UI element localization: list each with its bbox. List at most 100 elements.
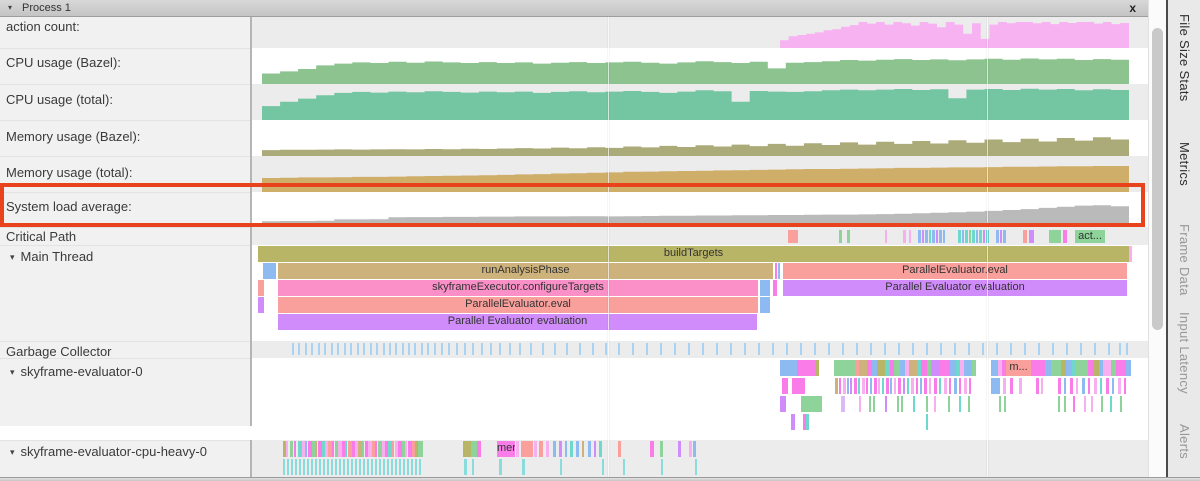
trace-event-bar[interactable] — [298, 441, 302, 457]
gc-event-bar[interactable] — [786, 343, 788, 355]
gc-event-bar[interactable] — [660, 343, 662, 355]
trace-event-bar[interactable] — [954, 378, 957, 394]
trace-event-bar[interactable] — [299, 459, 301, 475]
trace-event-bar[interactable] — [302, 441, 305, 457]
trace-event-bar[interactable] — [958, 230, 961, 243]
trace-event-bar-parallel-evaluator-evaluation[interactable]: Parallel Evaluator evaluation — [783, 280, 1127, 296]
gc-event-bar[interactable] — [1024, 343, 1026, 355]
trace-event-bar[interactable] — [1111, 360, 1116, 376]
trace-event-bar[interactable] — [1003, 378, 1006, 394]
trace-event-bar[interactable] — [1120, 396, 1122, 412]
trace-event-bar[interactable] — [343, 459, 345, 475]
trace-event-bar[interactable] — [1093, 360, 1099, 376]
trace-event-bar[interactable] — [916, 378, 918, 394]
gc-event-bar[interactable] — [490, 343, 492, 355]
trace-event-bar[interactable] — [379, 459, 381, 475]
trace-event-bar[interactable] — [792, 378, 805, 394]
trace-event-bar[interactable] — [773, 280, 777, 296]
gc-event-bar[interactable] — [912, 343, 914, 355]
trace-event-bar[interactable] — [327, 459, 329, 475]
trace-event-bar[interactable] — [775, 263, 777, 279]
gc-event-bar[interactable] — [1066, 343, 1068, 355]
trace-event-bar[interactable] — [929, 378, 931, 394]
collapse-icon-skyframe-evaluator-0[interactable]: ▾ — [10, 367, 15, 377]
gc-event-bar[interactable] — [421, 343, 423, 355]
trace-event-bar[interactable] — [913, 396, 915, 412]
trace-event-bar[interactable] — [905, 360, 909, 376]
gc-event-bar[interactable] — [940, 343, 942, 355]
trace-event-bar[interactable] — [921, 360, 927, 376]
trace-event-bar[interactable] — [991, 360, 998, 376]
trace-event-bar[interactable] — [594, 441, 596, 457]
trace-event-bar[interactable] — [355, 441, 358, 457]
trace-event-bar[interactable] — [576, 441, 579, 457]
trace-event-bar[interactable] — [996, 230, 999, 243]
trace-event-bar[interactable] — [339, 459, 341, 475]
gc-event-bar[interactable] — [414, 343, 416, 355]
trace-event-bar[interactable] — [841, 396, 845, 412]
trace-event-bar[interactable] — [258, 297, 264, 313]
trace-event-bar[interactable] — [415, 459, 417, 475]
vertical-scrollbar-thumb[interactable] — [1152, 28, 1163, 330]
gc-event-bar[interactable] — [292, 343, 294, 355]
trace-event-bar[interactable] — [325, 441, 328, 457]
trace-event-bar[interactable] — [570, 441, 573, 457]
trace-event-bar[interactable] — [890, 378, 892, 394]
trace-event-bar[interactable] — [1100, 378, 1102, 394]
trace-event-bar[interactable] — [839, 230, 842, 243]
trace-event-bar[interactable] — [295, 459, 297, 475]
trace-event-bar[interactable] — [348, 441, 352, 457]
trace-event-bar[interactable] — [650, 441, 654, 457]
trace-event-bar[interactable] — [1029, 230, 1034, 243]
gc-event-bar[interactable] — [632, 343, 634, 355]
trace-event-bar[interactable] — [801, 396, 822, 412]
trace-event-bar[interactable] — [934, 378, 937, 394]
trace-event-bar[interactable] — [962, 230, 964, 243]
counter-chart-cpu-usage-bazel[interactable] — [258, 48, 1129, 84]
trace-event-bar[interactable] — [322, 441, 325, 457]
gc-event-bar[interactable] — [311, 343, 313, 355]
trace-event-bar[interactable] — [359, 459, 361, 475]
trace-event-bar[interactable] — [872, 360, 877, 376]
gc-event-bar[interactable] — [344, 343, 346, 355]
trace-event-bar[interactable] — [976, 230, 978, 243]
trace-event-bar[interactable] — [926, 396, 928, 412]
trace-event-bar[interactable] — [358, 441, 362, 457]
trace-event-bar[interactable] — [408, 441, 412, 457]
trace-event-bar[interactable] — [907, 378, 909, 394]
trace-event-bar[interactable] — [464, 459, 467, 475]
gc-event-bar[interactable] — [688, 343, 690, 355]
trace-event-bar[interactable] — [847, 378, 849, 394]
trace-event-bar[interactable] — [969, 230, 971, 243]
gc-event-bar[interactable] — [554, 343, 556, 355]
gc-event-bar[interactable] — [434, 343, 436, 355]
trace-event-bar[interactable] — [843, 378, 846, 394]
trace-event-bar[interactable] — [689, 441, 692, 457]
gc-event-bar[interactable] — [509, 343, 511, 355]
trace-event-bar[interactable] — [780, 360, 797, 376]
gc-event-bar[interactable] — [402, 343, 404, 355]
gc-event-bar[interactable] — [968, 343, 970, 355]
trace-event-bar[interactable] — [878, 378, 880, 394]
gc-event-bar[interactable] — [427, 343, 429, 355]
gc-event-bar[interactable] — [389, 343, 391, 355]
trace-event-bar[interactable] — [1036, 378, 1039, 394]
trace-event-bar[interactable] — [1072, 360, 1076, 376]
gc-event-bar[interactable] — [331, 343, 333, 355]
trace-event-bar[interactable] — [949, 378, 951, 394]
trace-event-bar[interactable] — [477, 441, 481, 457]
trace-event-bar[interactable] — [559, 441, 562, 457]
trace-event-bar[interactable] — [307, 459, 309, 475]
trace-event-bar[interactable] — [368, 441, 372, 457]
trace-event-bar[interactable] — [885, 360, 890, 376]
trace-event-bar[interactable] — [1070, 378, 1073, 394]
gc-event-bar[interactable] — [395, 343, 397, 355]
trace-event-bar[interactable] — [855, 360, 859, 376]
trace-event-bar[interactable] — [1110, 396, 1112, 412]
gc-event-bar[interactable] — [456, 343, 458, 355]
gc-event-bar[interactable] — [363, 343, 365, 355]
trace-event-bar[interactable] — [342, 441, 345, 457]
trace-event-bar[interactable] — [964, 378, 967, 394]
trace-event-bar[interactable] — [378, 441, 382, 457]
trace-event-bar[interactable] — [553, 441, 556, 457]
